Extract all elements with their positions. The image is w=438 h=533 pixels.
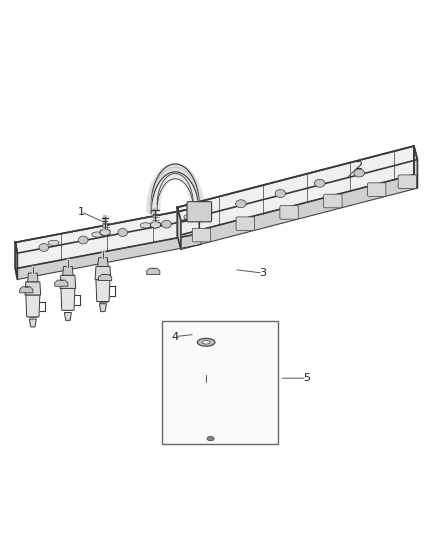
Text: 1: 1 [78,207,85,217]
Ellipse shape [275,190,286,197]
Ellipse shape [48,240,59,246]
FancyBboxPatch shape [236,217,254,230]
Ellipse shape [162,220,171,228]
Polygon shape [177,146,417,221]
Polygon shape [198,407,214,433]
Polygon shape [64,312,71,320]
Polygon shape [99,304,106,312]
Polygon shape [15,207,199,269]
Ellipse shape [92,232,103,237]
Polygon shape [98,258,108,266]
FancyBboxPatch shape [187,201,212,222]
Polygon shape [151,221,160,229]
Polygon shape [202,435,210,444]
Polygon shape [63,266,73,275]
FancyBboxPatch shape [398,175,417,189]
FancyBboxPatch shape [367,183,386,197]
Polygon shape [96,280,110,302]
Polygon shape [20,287,33,293]
Ellipse shape [198,338,215,346]
Polygon shape [177,207,181,249]
Polygon shape [200,382,212,392]
Polygon shape [15,243,18,279]
Polygon shape [95,266,111,280]
Polygon shape [29,319,36,327]
Polygon shape [60,275,76,288]
Bar [162,321,278,444]
Ellipse shape [118,229,127,237]
FancyBboxPatch shape [192,228,211,242]
Polygon shape [61,288,75,310]
Ellipse shape [140,223,151,228]
Polygon shape [147,268,160,274]
Ellipse shape [202,341,210,344]
Polygon shape [55,280,68,286]
Ellipse shape [196,210,207,218]
Text: 3: 3 [259,268,266,278]
Ellipse shape [314,179,325,187]
Polygon shape [177,146,414,236]
Ellipse shape [207,437,214,441]
Polygon shape [197,392,215,407]
FancyBboxPatch shape [324,194,342,208]
Polygon shape [177,174,417,249]
Polygon shape [414,146,417,188]
Polygon shape [15,207,201,253]
Polygon shape [15,233,201,279]
Polygon shape [28,273,38,282]
Text: 2: 2 [356,161,363,171]
Polygon shape [26,295,40,317]
FancyBboxPatch shape [280,206,298,219]
Text: 4: 4 [172,332,179,342]
Ellipse shape [354,169,364,177]
Polygon shape [25,282,41,295]
Ellipse shape [39,244,49,252]
Polygon shape [100,229,110,236]
Ellipse shape [236,200,246,208]
Ellipse shape [184,214,195,220]
Text: 5: 5 [303,373,310,383]
Ellipse shape [78,236,88,244]
Polygon shape [99,274,112,280]
